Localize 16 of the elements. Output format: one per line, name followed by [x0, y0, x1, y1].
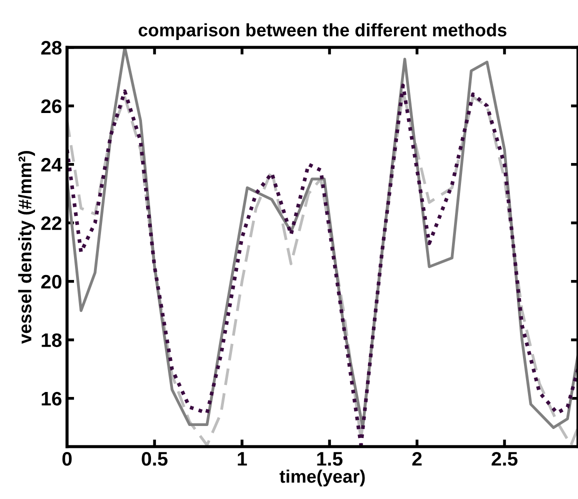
y-tick-label: 18	[42, 333, 62, 348]
x-tick-label: 1	[238, 452, 247, 466]
x-tick-label: 0.5	[142, 452, 168, 466]
x-tick-label: 0	[62, 452, 72, 466]
chart-title: comparison between the different methods	[138, 23, 506, 40]
x-tick-label: 2	[412, 452, 422, 466]
y-axis-title: vessel density (#/mm²)	[18, 151, 36, 344]
y-tick-label: 28	[41, 40, 62, 55]
y-tick-label: 24	[41, 158, 62, 172]
x-tick-label: 2.5	[492, 452, 518, 466]
x-tick-label: 1.5	[317, 452, 342, 466]
y-tick-label: 26	[41, 99, 62, 114]
y-tick-label: 16	[42, 392, 62, 406]
x-axis-title: time(year)	[280, 470, 365, 486]
y-tick-label: 22	[41, 216, 62, 230]
y-tick-label: 20	[41, 274, 62, 289]
